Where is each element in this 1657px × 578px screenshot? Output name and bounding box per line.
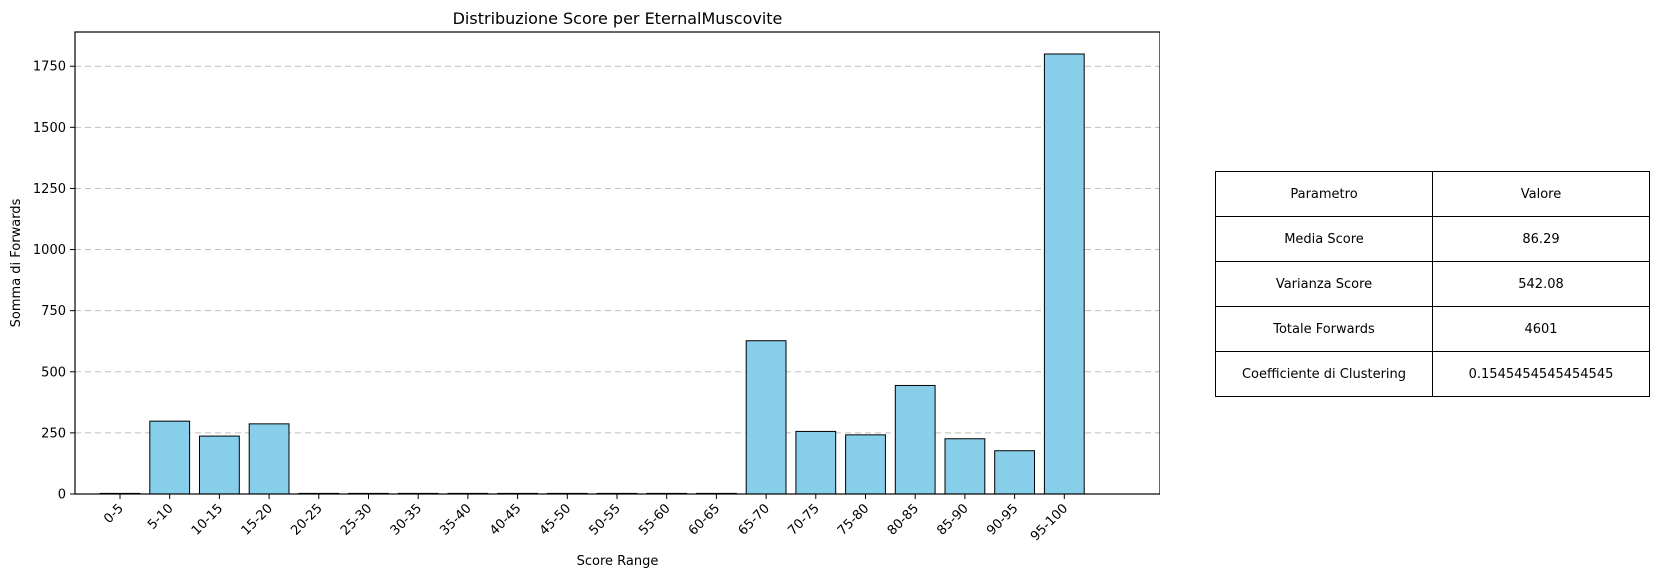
table-cell: Varianza Score <box>1215 261 1433 307</box>
bar-chart: 0 250 500 750 1000 1250 1500 1750 0-5 5-10 10-15 1… <box>9 9 1160 569</box>
x-tick-label: 20-25 <box>288 501 325 538</box>
table-cell: 4601 <box>1432 306 1650 352</box>
y-tick-label: 1000 <box>33 243 66 258</box>
y-tick-label: 1250 <box>33 182 66 197</box>
x-tick-label: 60-65 <box>686 501 723 538</box>
y-tick-label: 500 <box>41 365 66 380</box>
table-row: Media Score 86.29 <box>1215 216 1650 262</box>
table-row: Varianza Score 542.08 <box>1215 261 1650 307</box>
bar <box>248 423 290 495</box>
x-tick-label: 35-40 <box>437 501 474 538</box>
x-tick-label: 5-10 <box>145 501 176 532</box>
y-tick-label: 1750 <box>33 60 66 75</box>
x-tick-label: 55-60 <box>636 501 673 538</box>
x-tick-label: 10-15 <box>189 501 226 538</box>
stats-table: Parametro Valore Media Score 86.29 Varianza … <box>1215 171 1650 397</box>
bar <box>795 430 837 495</box>
x-tick-label: 95-100 <box>1028 501 1071 544</box>
x-tick-label: 15-20 <box>239 501 276 538</box>
y-axis-label: Somma di Forwards <box>9 198 24 327</box>
bar <box>944 438 986 495</box>
x-tick-label: 80-85 <box>885 501 922 538</box>
chart-title: Distribuzione Score per EternalMuscovite <box>453 9 783 28</box>
x-tick-label: 40-45 <box>487 501 524 538</box>
grid-lines <box>75 65 1160 434</box>
y-tick-label: 1500 <box>33 121 66 136</box>
table-header-cell: Valore <box>1432 171 1650 217</box>
x-tick-label: 75-80 <box>835 501 872 538</box>
x-axis-ticks: 0-5 5-10 10-15 15-20 20-25 25-30 30-35 35-40 40-… <box>101 494 1071 544</box>
y-tick-label: 750 <box>41 304 66 319</box>
bar <box>845 434 886 495</box>
bar <box>149 420 191 495</box>
x-tick-label: 45-50 <box>537 501 574 538</box>
table-header-row: Parametro Valore <box>1215 171 1650 217</box>
table-cell: 542.08 <box>1432 261 1650 307</box>
x-tick-label: 70-75 <box>785 501 822 538</box>
x-tick-label: 30-35 <box>388 501 425 538</box>
x-axis-label: Score Range <box>577 554 659 569</box>
x-tick-label: 90-95 <box>984 501 1021 538</box>
table-cell: Totale Forwards <box>1215 306 1433 352</box>
x-tick-label: 50-55 <box>587 501 624 538</box>
bar <box>1043 53 1085 495</box>
bars <box>99 53 1085 495</box>
bar <box>745 340 787 495</box>
axes-frame <box>74 31 1160 495</box>
y-tick-label: 250 <box>41 426 66 441</box>
table-cell: Coefficiente di Clustering <box>1215 351 1433 397</box>
table-cell: 86.29 <box>1432 216 1650 262</box>
x-tick-label: 85-90 <box>934 501 971 538</box>
bar <box>994 450 1036 495</box>
x-tick-label: 25-30 <box>338 501 375 538</box>
table-row: Coefficiente di Clustering 0.154545454545… <box>1215 351 1650 397</box>
table-header-cell: Parametro <box>1215 171 1433 217</box>
table-cell: 0.1545454545454545 <box>1432 351 1650 397</box>
y-tick-label: 0 <box>58 488 66 503</box>
table-cell: Media Score <box>1215 216 1433 262</box>
x-tick-label: 0-5 <box>101 501 127 527</box>
table-row: Totale Forwards 4601 <box>1215 306 1650 352</box>
bar <box>199 435 240 495</box>
y-axis-ticks: 0 250 500 750 1000 1250 1500 1750 <box>33 60 75 503</box>
x-tick-label: 65-70 <box>736 501 773 538</box>
bar <box>894 384 936 495</box>
